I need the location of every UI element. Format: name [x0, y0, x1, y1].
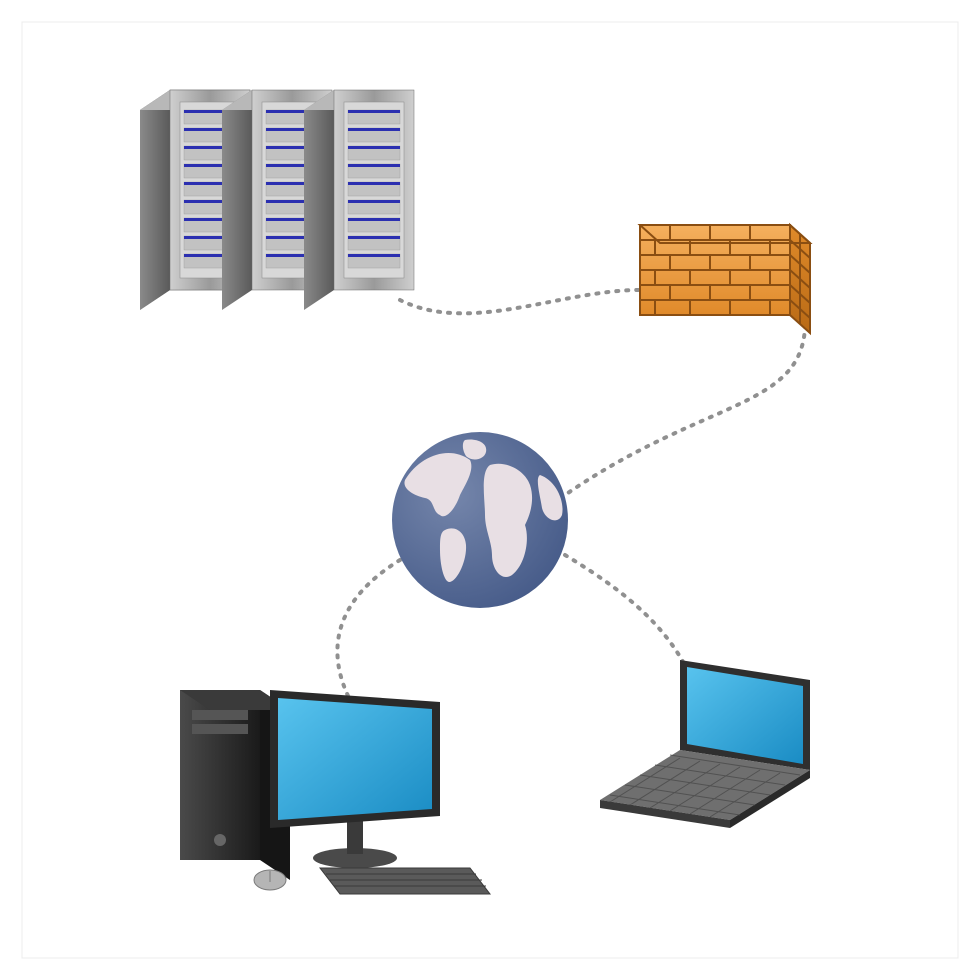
- globe-icon: [392, 432, 568, 608]
- edge-globe-desktop: [337, 560, 400, 700]
- edge-firewall-globe: [565, 315, 805, 495]
- edge-servers-firewall: [400, 290, 640, 313]
- desktop-pc-icon: [180, 690, 490, 894]
- edge-globe-laptop: [565, 555, 700, 700]
- firewall-icon: [640, 225, 810, 333]
- mouse-icon: [254, 870, 286, 890]
- laptop-icon: [600, 660, 810, 828]
- server-rack-icon: [140, 90, 414, 310]
- network-diagram: [0, 0, 980, 980]
- keyboard-icon: [320, 868, 490, 894]
- monitor-icon: [270, 690, 440, 868]
